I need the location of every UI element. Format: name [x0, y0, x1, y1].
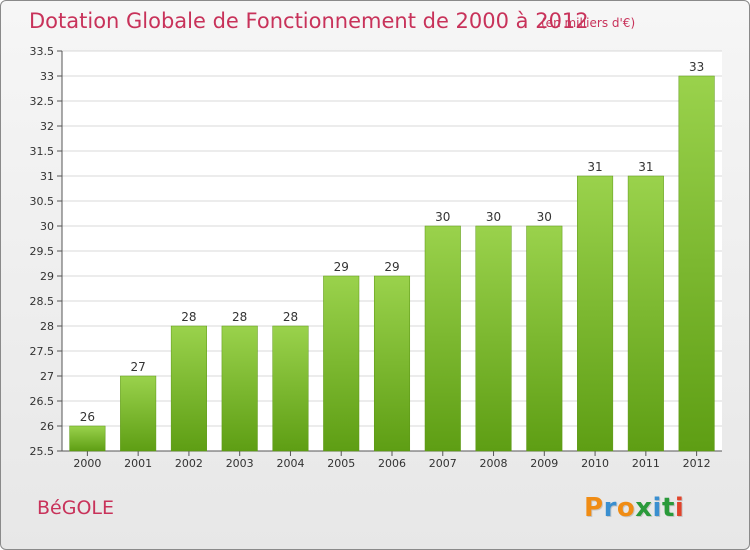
y-tick-label: 27.5 [30, 345, 55, 358]
bar [272, 325, 309, 452]
y-tick-label: 29 [40, 270, 54, 283]
x-tick-label: 2011 [632, 457, 660, 470]
data-label: 33 [689, 60, 704, 74]
x-tick-label: 2000 [73, 457, 101, 470]
bar [577, 175, 614, 452]
data-label: 30 [486, 210, 501, 224]
town-name: BéGOLE [37, 497, 114, 519]
data-label: 28 [232, 310, 247, 324]
logo-letter: P [584, 493, 604, 523]
logo-letter: i [652, 493, 662, 523]
logo-letter: o [616, 493, 636, 523]
data-label: 29 [384, 260, 399, 274]
y-tick-label: 32.5 [30, 95, 55, 108]
y-tick-label: 28.5 [30, 295, 55, 308]
bar [170, 325, 207, 452]
logo-letter: r [603, 493, 617, 523]
data-label: 29 [334, 260, 349, 274]
data-label: 31 [638, 160, 653, 174]
y-tick-label: 26.5 [30, 395, 55, 408]
bar [323, 275, 360, 452]
x-tick-label: 2010 [581, 457, 609, 470]
y-tick-label: 26 [40, 420, 54, 433]
y-tick-label: 30.5 [30, 195, 55, 208]
y-tick-label: 32 [40, 120, 54, 133]
x-tick-label: 2003 [226, 457, 254, 470]
x-tick-label: 2009 [530, 457, 558, 470]
chart-title: Dotation Globale de Fonctionnement de 20… [29, 9, 589, 33]
x-tick-label: 2005 [327, 457, 355, 470]
data-label: 26 [80, 410, 95, 424]
x-tick-label: 2008 [480, 457, 508, 470]
y-tick-label: 30 [40, 220, 54, 233]
proxiti-logo: Proxiti [584, 493, 684, 523]
bar [526, 225, 563, 452]
x-tick-label: 2001 [124, 457, 152, 470]
chart-subtitle: (en milliers d'€) [541, 16, 636, 30]
data-label: 27 [131, 360, 146, 374]
x-tick-label: 2002 [175, 457, 203, 470]
y-tick-label: 33 [40, 70, 54, 83]
x-tick-label: 2007 [429, 457, 457, 470]
bar [120, 375, 157, 452]
bar [69, 425, 106, 452]
x-tick-label: 2004 [276, 457, 304, 470]
x-tick-label: 2012 [683, 457, 711, 470]
y-tick-label: 25.5 [30, 445, 55, 458]
bar [221, 325, 258, 452]
bar [678, 75, 715, 452]
x-tick-label: 2006 [378, 457, 406, 470]
logo-letter: x [635, 493, 653, 523]
y-tick-label: 27 [40, 370, 54, 383]
bar [373, 275, 411, 452]
bar [424, 225, 461, 452]
data-label: 28 [181, 310, 196, 324]
data-label: 28 [283, 310, 298, 324]
data-label: 30 [537, 210, 552, 224]
y-tick-label: 29.5 [30, 245, 55, 258]
bar [627, 175, 664, 452]
y-tick-label: 31.5 [30, 145, 55, 158]
y-tick-label: 28 [40, 320, 54, 333]
y-tick-label: 33.5 [30, 45, 55, 58]
data-label: 30 [435, 210, 450, 224]
bar [475, 225, 512, 452]
logo-letter: i [674, 493, 685, 523]
data-label: 31 [587, 160, 602, 174]
y-tick-label: 31 [40, 170, 54, 183]
logo-letter: t [661, 493, 675, 523]
